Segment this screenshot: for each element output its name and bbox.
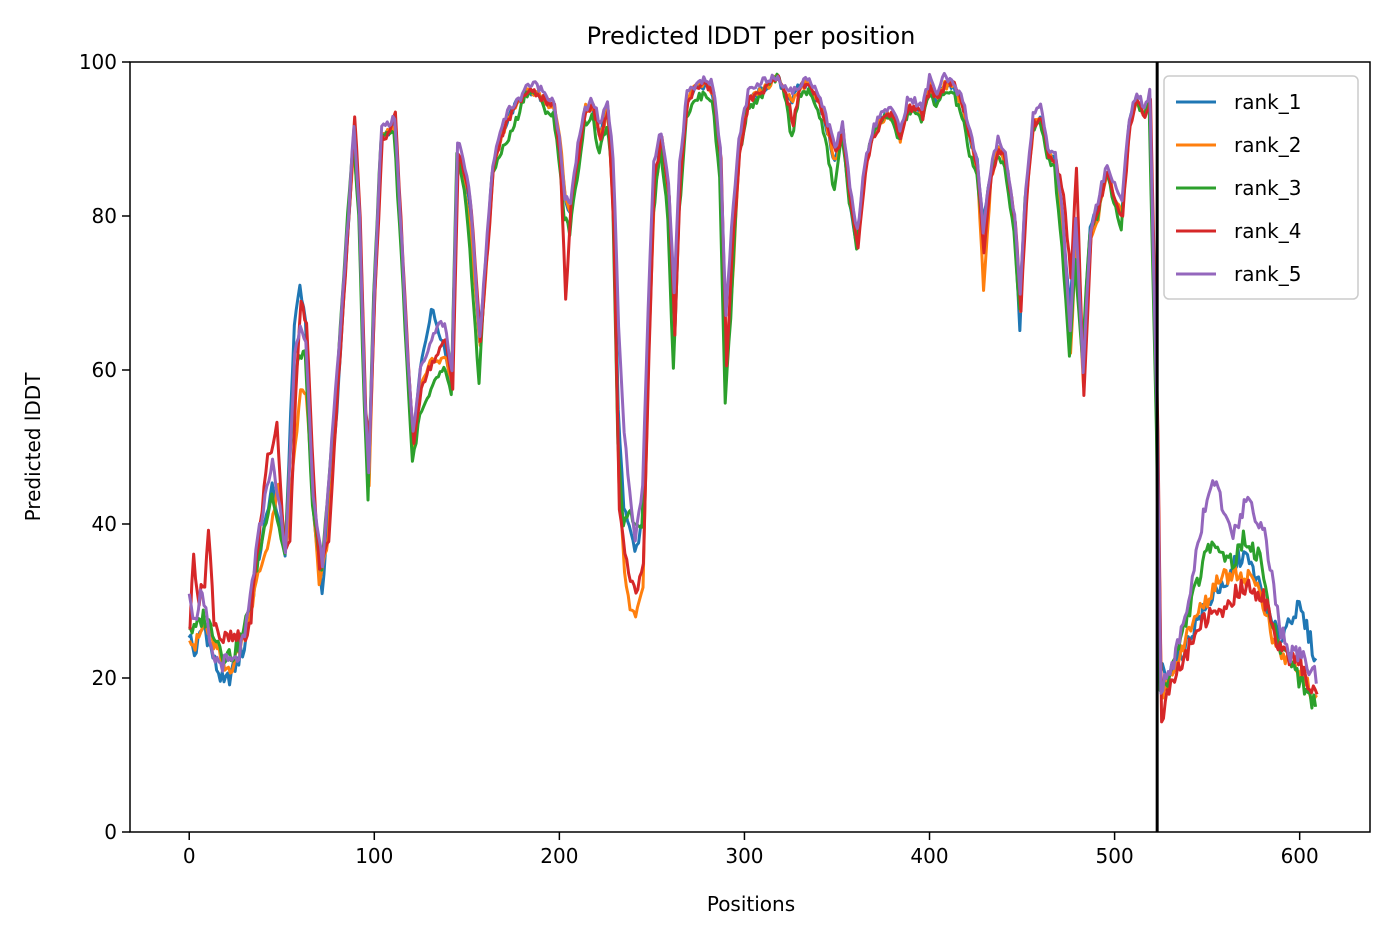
series-line-rank_5 <box>187 71 1318 695</box>
x-tick-label: 500 <box>1096 844 1134 868</box>
y-tick-label: 80 <box>92 204 117 228</box>
legend-box <box>1163 75 1359 300</box>
x-tick-label: 600 <box>1281 844 1319 868</box>
y-tick-label: 0 <box>104 820 117 844</box>
x-axis-ticks: 0 100 200 300 400 500 600 <box>183 832 1319 868</box>
y-tick-label: 20 <box>92 666 117 690</box>
legend-label-rank_3: rank_3 <box>1234 176 1301 200</box>
x-tick-label: 0 <box>183 844 196 868</box>
y-tick-label: 100 <box>79 50 117 74</box>
chart-title: Predicted lDDT per position <box>587 22 916 50</box>
x-tick-label: 200 <box>540 844 578 868</box>
legend-label-rank_1: rank_1 <box>1234 90 1301 114</box>
x-tick-label: 300 <box>725 844 763 868</box>
y-axis-ticks: 0 20 40 60 80 100 <box>79 50 130 844</box>
legend-label-rank_5: rank_5 <box>1234 262 1301 286</box>
y-axis-label: Predicted lDDT <box>21 372 45 522</box>
x-tick-label: 100 <box>355 844 393 868</box>
series-layer <box>187 71 1319 724</box>
x-axis-label: Positions <box>707 892 795 916</box>
y-tick-label: 40 <box>92 512 117 536</box>
legend-label-rank_2: rank_2 <box>1234 133 1301 157</box>
legend: rank_1 rank_2 rank_3 rank_4 rank_5 <box>1163 75 1359 300</box>
legend-label-rank_4: rank_4 <box>1234 219 1301 243</box>
series-line-rank_4 <box>188 74 1319 724</box>
x-tick-label: 400 <box>910 844 948 868</box>
plot-frame <box>129 61 1371 833</box>
y-tick-label: 60 <box>92 358 117 382</box>
